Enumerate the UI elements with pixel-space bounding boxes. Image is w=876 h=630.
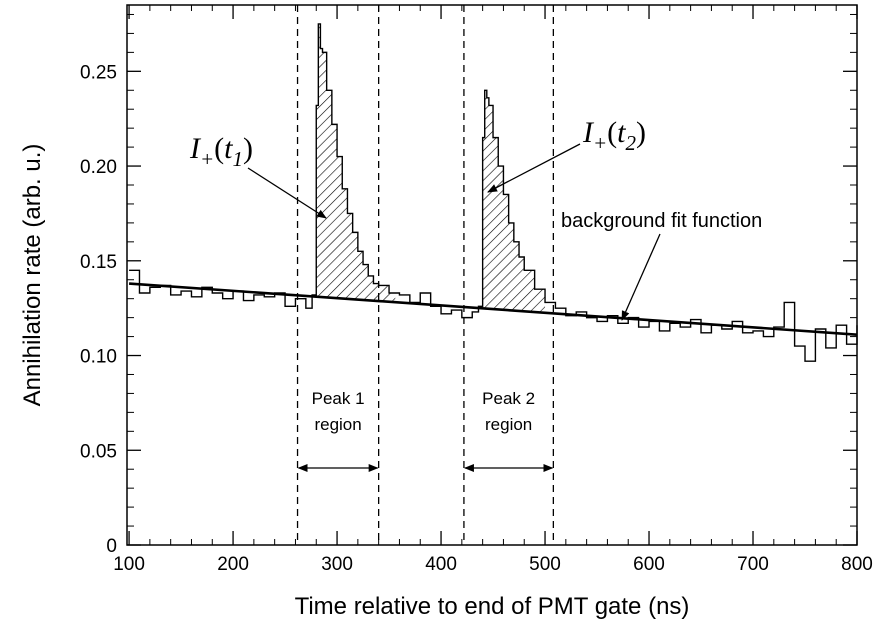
- y-tick-label: 0.15: [80, 252, 117, 273]
- y-axis-title: Annihilation rate (arb. u.): [19, 144, 46, 407]
- x-tick-label: 300: [321, 554, 353, 575]
- fit-annotation-label: background fit function: [561, 210, 762, 232]
- peak2-symbol: I: [582, 116, 595, 149]
- peak2-annotation-label: I+(t2): [582, 116, 646, 155]
- peak1-symbol: I: [189, 132, 202, 165]
- x-axis-title: Time relative to end of PMT gate (ns): [295, 593, 690, 620]
- y-tick-label: 0: [106, 536, 117, 557]
- peak2-subscript: 2: [626, 131, 637, 155]
- region-label-line1: Peak 2: [482, 389, 535, 408]
- y-tick-label: 0.10: [80, 347, 117, 368]
- peak1-annotation-arrow: [247, 167, 327, 219]
- peak2-hatched-area: [478, 90, 546, 313]
- fit-annotation-arrow: [621, 233, 661, 321]
- x-tick-label: 800: [841, 554, 873, 575]
- x-tick-label: 500: [529, 554, 561, 575]
- peak2-sign: +: [593, 131, 607, 155]
- region-label-line2: region: [314, 415, 361, 434]
- peak1-hatched-area: [312, 23, 396, 303]
- peak2-arg: t: [617, 116, 626, 149]
- peak1-open-paren: (: [214, 132, 224, 165]
- peak1-annotation-label: I+(t1): [189, 132, 253, 171]
- axis-ticks: 100 200 300 400 500 600 700 800 0 0.05 0.10 0.15 0.2…: [80, 5, 873, 575]
- x-tick-label: 600: [633, 554, 665, 575]
- data-series: [128, 23, 858, 362]
- peak2-annotation-arrow: [487, 143, 581, 193]
- region-markers: Peak 1 region Peak 2 region: [297, 389, 554, 472]
- peak1-sign: +: [200, 147, 214, 171]
- region-boundary-lines: [296, 5, 555, 545]
- x-tick-label: 200: [217, 554, 249, 575]
- hatched-peak-areas: [312, 23, 546, 313]
- y-tick-label: 0.20: [80, 157, 117, 178]
- region-label-line2: region: [485, 415, 532, 434]
- y-tick-label: 0.25: [80, 62, 117, 83]
- peak1-subscript: 1: [233, 147, 244, 171]
- y-tick-label: 0.05: [80, 441, 117, 462]
- x-tick-label: 700: [737, 554, 769, 575]
- annotations: background fit function I+(t1) I+(t2): [189, 116, 762, 321]
- x-tick-label: 100: [113, 554, 145, 575]
- peak1-arg: t: [224, 132, 233, 165]
- plot-frame: [126, 4, 858, 546]
- background-fit-line: [128, 282, 858, 336]
- peak1-close-paren: ): [243, 132, 253, 165]
- region-label-line1: Peak 1: [312, 389, 365, 408]
- peak2-close-paren: ): [636, 116, 646, 149]
- peak2-open-paren: (: [607, 116, 617, 149]
- x-tick-label: 400: [425, 554, 457, 575]
